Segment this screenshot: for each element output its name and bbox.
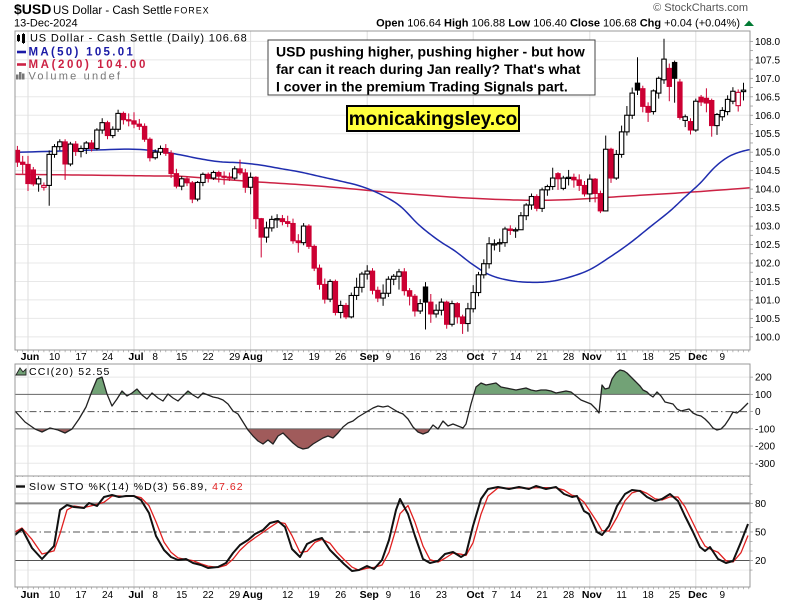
svg-text:17: 17 (75, 352, 87, 363)
svg-text:USD pushing higher, pushing hi: USD pushing higher, pushing higher - but… (276, 44, 585, 60)
svg-text:Nov: Nov (582, 351, 602, 363)
svg-text:Jul: Jul (128, 351, 143, 363)
svg-text:102.0: 102.0 (755, 258, 780, 269)
svg-text:10: 10 (49, 352, 61, 363)
svg-text:100.5: 100.5 (755, 314, 780, 325)
svg-text:Open 106.64 High 106.88 Low 10: Open 106.64 High 106.88 Low 106.40 Close… (376, 18, 740, 30)
svg-text:9: 9 (386, 352, 392, 363)
svg-text:101.5: 101.5 (755, 277, 780, 288)
svg-text:9: 9 (386, 590, 392, 601)
svg-text:© StockCharts.com: © StockCharts.com (653, 2, 748, 14)
svg-text:107.0: 107.0 (755, 74, 780, 85)
svg-text:14: 14 (510, 590, 522, 601)
svg-text:104.5: 104.5 (755, 166, 780, 177)
svg-text:25: 25 (669, 352, 681, 363)
svg-text:29: 29 (229, 590, 241, 601)
svg-text:Slow STO %K(14) %D(3) 56.89, 4: Slow STO %K(14) %D(3) 56.89, 47.62 (29, 481, 244, 493)
svg-text:8: 8 (152, 352, 158, 363)
svg-text:28: 28 (563, 590, 575, 601)
svg-text:80: 80 (755, 499, 767, 510)
svg-text:18: 18 (643, 352, 655, 363)
svg-text:US Dollar - Cash Settle (Daily: US Dollar - Cash Settle (Daily) 106.68 (30, 33, 248, 45)
svg-text:26: 26 (335, 352, 347, 363)
svg-text:107.5: 107.5 (755, 55, 780, 66)
svg-text:Jul: Jul (128, 589, 143, 601)
svg-text:-100: -100 (755, 424, 775, 435)
svg-text:12: 12 (282, 352, 294, 363)
svg-text:16: 16 (409, 590, 421, 601)
svg-text:17: 17 (75, 590, 87, 601)
svg-text:11: 11 (616, 352, 627, 363)
svg-text:102.5: 102.5 (755, 240, 780, 251)
svg-text:22: 22 (203, 590, 215, 601)
svg-text:106.0: 106.0 (755, 111, 780, 122)
svg-text:9: 9 (720, 590, 726, 601)
svg-text:23: 23 (436, 590, 448, 601)
svg-text:12: 12 (282, 590, 294, 601)
svg-text:11: 11 (616, 590, 627, 601)
svg-text:Jun: Jun (21, 589, 40, 601)
svg-text:MA(200) 104.00: MA(200) 104.00 (29, 59, 149, 71)
svg-text:Aug: Aug (242, 589, 262, 601)
svg-text:15: 15 (176, 352, 188, 363)
svg-text:Volume undef: Volume undef (29, 71, 123, 83)
svg-text:21: 21 (537, 352, 549, 363)
svg-text:7: 7 (492, 352, 498, 363)
svg-text:28: 28 (563, 352, 575, 363)
svg-text:Oct: Oct (466, 351, 484, 363)
svg-text:9: 9 (720, 352, 726, 363)
svg-text:Sep: Sep (360, 589, 379, 601)
svg-text:19: 19 (309, 352, 321, 363)
svg-text:105.0: 105.0 (755, 148, 780, 159)
svg-text:22: 22 (203, 352, 215, 363)
svg-text:13-Dec-2024: 13-Dec-2024 (14, 18, 78, 30)
svg-text:24: 24 (102, 352, 114, 363)
svg-text:19: 19 (309, 590, 321, 601)
svg-text:I cover in the premium Trading: I cover in the premium Trading Signals p… (276, 79, 568, 95)
svg-text:101.0: 101.0 (755, 295, 780, 306)
svg-text:106.5: 106.5 (755, 92, 780, 103)
svg-text:23: 23 (436, 352, 448, 363)
svg-text:10: 10 (49, 590, 61, 601)
svg-text:Nov: Nov (582, 589, 602, 601)
svg-text:100.0: 100.0 (755, 332, 780, 343)
svg-text:US Dollar - Cash Settle: US Dollar - Cash Settle (53, 5, 172, 17)
svg-text:MA(50) 105.01: MA(50) 105.01 (29, 47, 136, 59)
svg-text:CCI(20) 52.55: CCI(20) 52.55 (29, 366, 111, 378)
svg-text:20: 20 (755, 556, 767, 567)
svg-text:0: 0 (755, 407, 761, 418)
svg-text:14: 14 (510, 352, 522, 363)
svg-text:monicakingsley.co: monicakingsley.co (349, 109, 518, 130)
svg-text:-300: -300 (755, 459, 775, 470)
svg-text:103.5: 103.5 (755, 203, 780, 214)
svg-text:$USD: $USD (14, 1, 51, 17)
svg-text:25: 25 (669, 590, 681, 601)
svg-text:far can it reach during Jan re: far can it reach during Jan really? That… (276, 61, 581, 77)
svg-text:108.0: 108.0 (755, 37, 780, 48)
svg-text:29: 29 (229, 352, 241, 363)
svg-text:8: 8 (152, 590, 158, 601)
svg-text:50: 50 (755, 527, 767, 538)
svg-text:Sep: Sep (360, 351, 379, 363)
svg-text:7: 7 (492, 590, 498, 601)
svg-text:16: 16 (409, 352, 421, 363)
svg-text:21: 21 (537, 590, 549, 601)
svg-text:100: 100 (755, 390, 772, 401)
svg-text:15: 15 (176, 590, 188, 601)
svg-text:105.5: 105.5 (755, 129, 780, 140)
svg-text:Jun: Jun (21, 351, 40, 363)
svg-text:Dec: Dec (688, 351, 707, 363)
svg-text:18: 18 (643, 590, 655, 601)
svg-text:103.0: 103.0 (755, 222, 780, 233)
svg-text:Oct: Oct (466, 589, 484, 601)
svg-text:FOREX: FOREX (174, 6, 210, 16)
svg-text:Dec: Dec (688, 589, 707, 601)
svg-text:26: 26 (335, 590, 347, 601)
svg-text:200: 200 (755, 373, 772, 384)
svg-text:24: 24 (102, 590, 114, 601)
svg-text:-200: -200 (755, 442, 775, 453)
svg-text:104.0: 104.0 (755, 185, 780, 196)
svg-text:Aug: Aug (242, 351, 262, 363)
